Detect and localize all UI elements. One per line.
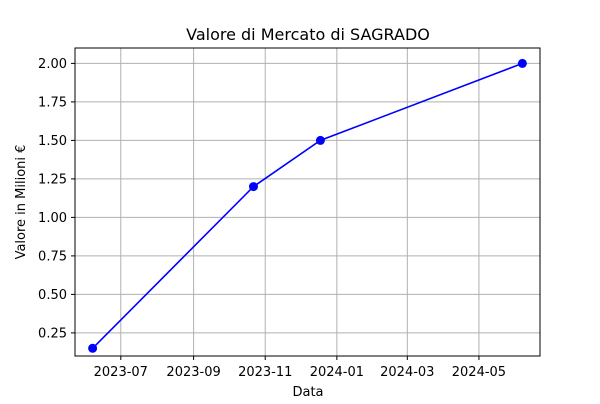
x-tick-label: 2024-01 bbox=[310, 365, 364, 380]
y-tick-label: 0.75 bbox=[38, 249, 67, 264]
axes-layer: 2023-07 2023-09 2023-11 2024-01 2024-03 2024-… bbox=[38, 57, 506, 380]
y-tick-label: 1.25 bbox=[38, 172, 67, 187]
data-point bbox=[315, 135, 325, 145]
x-tick-label: 2024-03 bbox=[380, 365, 434, 380]
y-tick-label: 1.50 bbox=[38, 134, 67, 149]
x-axis-label: Data bbox=[292, 385, 323, 400]
y-axis-label: Valore in Milioni € bbox=[14, 145, 29, 260]
series-layer bbox=[88, 58, 527, 353]
x-tick-label: 2023-07 bbox=[94, 365, 148, 380]
x-tick-label: 2023-11 bbox=[238, 365, 292, 380]
plot-frame bbox=[74, 47, 541, 357]
y-tick-label: 0.25 bbox=[38, 326, 67, 341]
y-tick-label: 0.50 bbox=[38, 288, 67, 303]
series-line bbox=[92, 62, 523, 349]
grid-lines bbox=[75, 48, 540, 356]
data-point bbox=[517, 58, 527, 68]
x-tick-label: 2024-05 bbox=[452, 365, 506, 380]
y-tick-label: 2.00 bbox=[38, 57, 67, 72]
chart-title: Valore di Mercato di SAGRADO bbox=[186, 25, 430, 44]
data-point bbox=[248, 182, 258, 192]
y-tick-label: 1.75 bbox=[38, 95, 67, 110]
data-point bbox=[88, 343, 98, 353]
plot-area bbox=[75, 48, 540, 356]
x-tick-label: 2023-09 bbox=[166, 365, 220, 380]
y-tick-label: 1.00 bbox=[38, 211, 67, 226]
